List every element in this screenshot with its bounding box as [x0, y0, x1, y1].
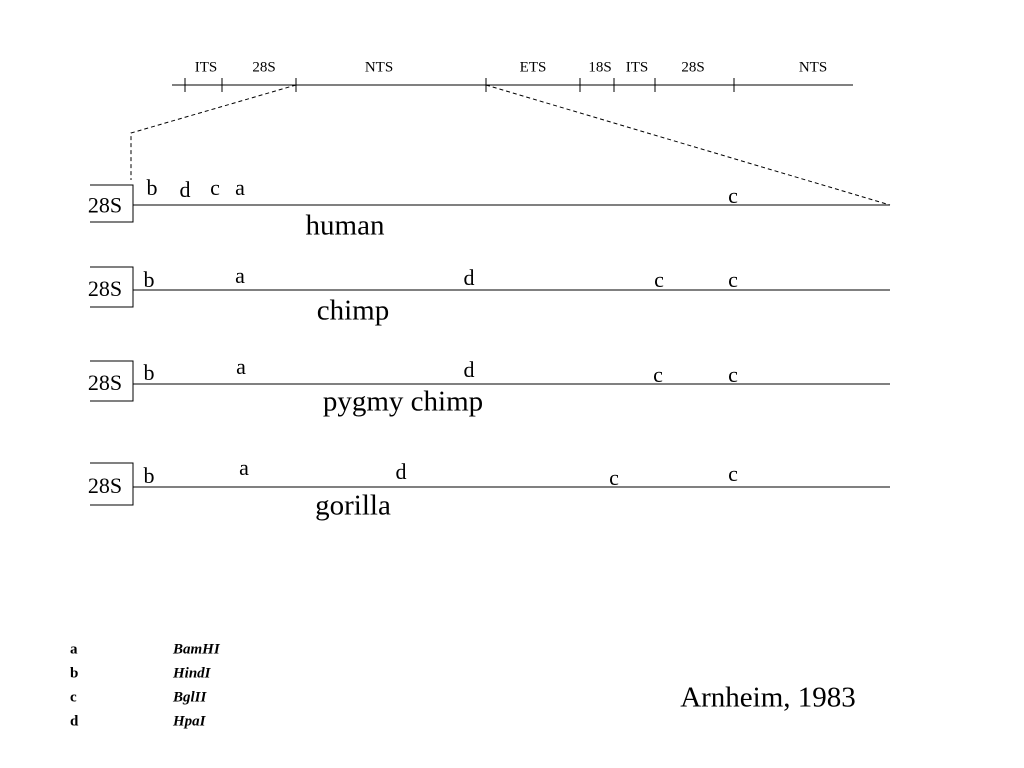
- legend-key: c: [70, 689, 77, 705]
- site-label: b: [144, 463, 155, 488]
- site-label: c: [728, 267, 738, 292]
- map-label: NTS: [365, 59, 393, 75]
- legend-enzyme: BglII: [172, 689, 208, 705]
- zoom-right: [485, 84, 891, 206]
- legend-enzyme: HpaI: [172, 713, 207, 729]
- legend-key: a: [70, 641, 78, 657]
- species-label: pygmy chimp: [323, 386, 483, 418]
- row-box: [90, 360, 134, 402]
- site-label: c: [653, 362, 663, 387]
- legend-key: d: [70, 713, 79, 729]
- site-label: b: [147, 175, 158, 200]
- site-label: d: [180, 177, 191, 202]
- map-label: ETS: [520, 59, 547, 75]
- box-label: 28S: [88, 193, 122, 218]
- map-label: 28S: [252, 59, 275, 75]
- site-label: b: [144, 360, 155, 385]
- legend-key: b: [70, 665, 78, 681]
- top-map: [172, 78, 853, 92]
- site-label: c: [609, 465, 619, 490]
- map-label: 18S: [588, 59, 611, 75]
- zoom-left: [130, 84, 297, 180]
- species-label: chimp: [317, 295, 390, 327]
- site-label: c: [210, 175, 220, 200]
- site-label: a: [239, 455, 249, 480]
- site-label: b: [144, 267, 155, 292]
- legend-enzyme: HindI: [172, 665, 212, 681]
- row-box: [90, 266, 134, 308]
- site-label: c: [728, 461, 738, 486]
- map-label: NTS: [799, 59, 827, 75]
- box-label: 28S: [88, 276, 122, 301]
- map-label: 28S: [681, 59, 704, 75]
- site-label: d: [464, 357, 475, 382]
- site-label: a: [236, 354, 246, 379]
- box-label: 28S: [88, 473, 122, 498]
- site-label: a: [235, 175, 245, 200]
- box-label: 28S: [88, 370, 122, 395]
- row-box: [90, 462, 134, 506]
- site-label: a: [235, 263, 245, 288]
- map-label: ITS: [195, 59, 218, 75]
- site-label: c: [728, 183, 738, 208]
- row-box: [90, 184, 134, 223]
- legend-enzyme: BamHI: [172, 641, 221, 657]
- site-label: c: [654, 267, 664, 292]
- map-label: ITS: [626, 59, 649, 75]
- species-label: gorilla: [315, 490, 391, 522]
- species-label: human: [306, 210, 385, 242]
- site-label: d: [464, 265, 475, 290]
- site-label: c: [728, 362, 738, 387]
- citation: Arnheim, 1983: [680, 682, 856, 714]
- site-label: d: [396, 459, 407, 484]
